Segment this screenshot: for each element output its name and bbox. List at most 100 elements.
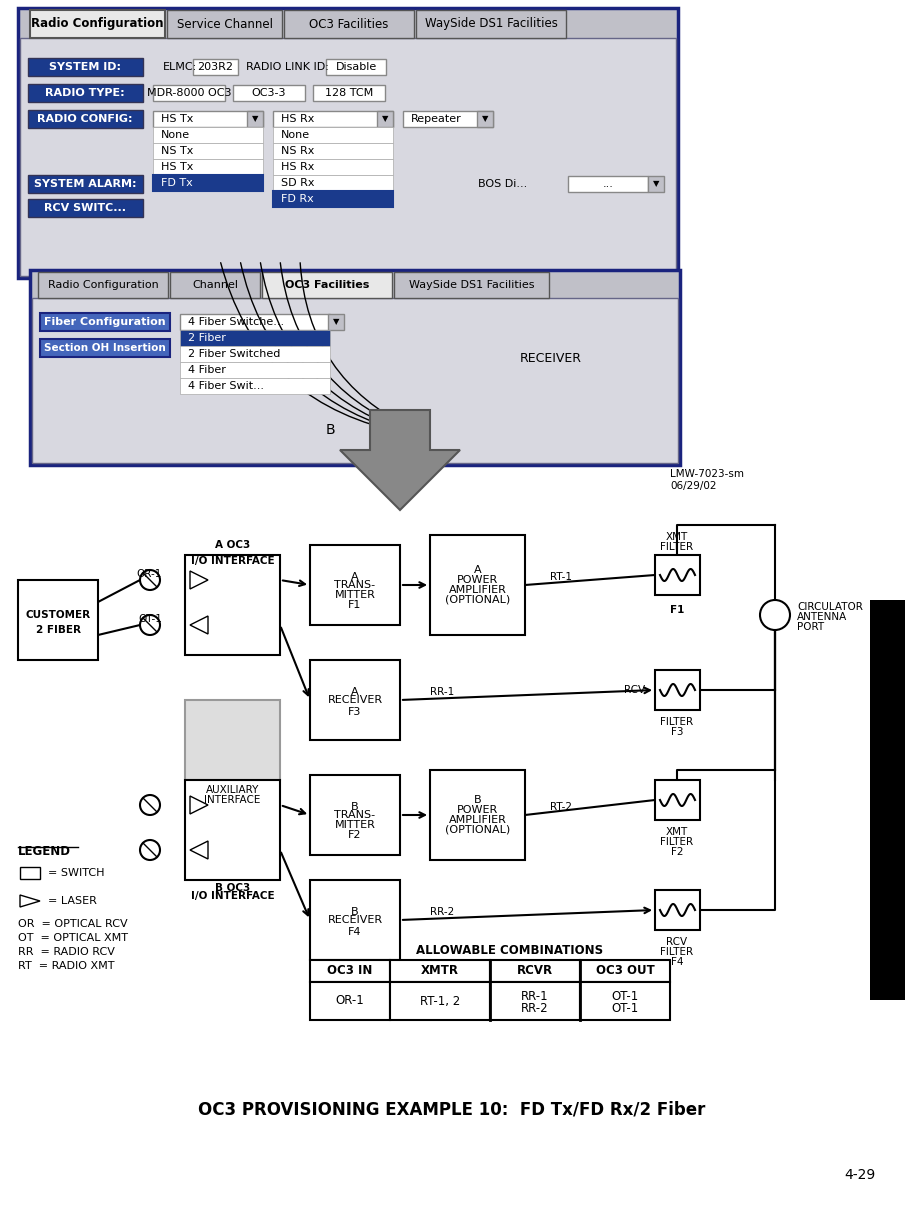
Text: FD Rx: FD Rx xyxy=(281,194,314,203)
FancyBboxPatch shape xyxy=(310,775,400,855)
FancyBboxPatch shape xyxy=(284,10,414,38)
Text: POWER: POWER xyxy=(457,805,498,815)
FancyBboxPatch shape xyxy=(185,555,280,655)
Text: OC3 PROVISIONING EXAMPLE 10:  FD Tx/FD Rx/2 Fiber: OC3 PROVISIONING EXAMPLE 10: FD Tx/FD Rx… xyxy=(198,1101,706,1119)
FancyBboxPatch shape xyxy=(310,960,390,982)
FancyBboxPatch shape xyxy=(477,111,493,127)
Text: ▼: ▼ xyxy=(382,115,388,124)
Text: OC3 Facilities: OC3 Facilities xyxy=(310,17,388,30)
Text: HS Rx: HS Rx xyxy=(281,114,314,124)
Text: RT  = RADIO XMT: RT = RADIO XMT xyxy=(18,962,115,971)
Circle shape xyxy=(140,615,160,635)
Text: None: None xyxy=(281,130,310,140)
Text: RR-2: RR-2 xyxy=(521,1001,548,1015)
Text: XMT: XMT xyxy=(666,532,688,543)
Text: 4 Fiber Swit...: 4 Fiber Swit... xyxy=(188,381,264,391)
Text: A: A xyxy=(351,572,358,582)
FancyBboxPatch shape xyxy=(28,199,143,217)
Text: RADIO TYPE:: RADIO TYPE: xyxy=(45,88,125,98)
FancyBboxPatch shape xyxy=(153,127,263,143)
FancyBboxPatch shape xyxy=(170,272,260,298)
FancyBboxPatch shape xyxy=(180,378,330,394)
Text: OR-1: OR-1 xyxy=(137,569,162,579)
Text: F1: F1 xyxy=(670,606,684,615)
FancyBboxPatch shape xyxy=(153,111,263,127)
Text: Radio Configuration: Radio Configuration xyxy=(32,17,164,30)
FancyBboxPatch shape xyxy=(310,660,400,740)
FancyBboxPatch shape xyxy=(262,272,392,298)
Text: Fiber Configuration: Fiber Configuration xyxy=(44,317,166,327)
FancyBboxPatch shape xyxy=(394,272,549,298)
Text: F1: F1 xyxy=(348,599,362,610)
FancyBboxPatch shape xyxy=(28,84,143,102)
FancyBboxPatch shape xyxy=(403,111,493,127)
Text: ▼: ▼ xyxy=(481,115,489,124)
FancyBboxPatch shape xyxy=(180,346,330,362)
Text: (OPTIONAL): (OPTIONAL) xyxy=(445,595,510,606)
Text: POWER: POWER xyxy=(457,575,498,585)
Text: OC3 Facilities: OC3 Facilities xyxy=(285,280,369,289)
Text: RR-1: RR-1 xyxy=(430,687,454,698)
FancyBboxPatch shape xyxy=(655,890,700,930)
Circle shape xyxy=(140,570,160,590)
Text: WaySide DS1 Facilities: WaySide DS1 Facilities xyxy=(424,17,557,30)
FancyBboxPatch shape xyxy=(870,599,905,1000)
Text: RECEIVER: RECEIVER xyxy=(328,695,383,705)
Text: SYSTEM ID:: SYSTEM ID: xyxy=(49,62,121,71)
FancyBboxPatch shape xyxy=(180,331,330,346)
Text: MITTER: MITTER xyxy=(335,590,376,599)
FancyBboxPatch shape xyxy=(313,85,385,101)
Text: RADIO CONFIG:: RADIO CONFIG: xyxy=(37,114,133,124)
FancyBboxPatch shape xyxy=(273,159,393,176)
Text: XMT: XMT xyxy=(666,827,688,837)
FancyBboxPatch shape xyxy=(40,339,170,357)
Text: FILTER: FILTER xyxy=(661,543,693,552)
Text: OT  = OPTICAL XMT: OT = OPTICAL XMT xyxy=(18,932,128,943)
Text: A: A xyxy=(351,687,358,698)
Text: 2 Fiber Switched: 2 Fiber Switched xyxy=(188,349,281,358)
FancyBboxPatch shape xyxy=(233,85,305,101)
Text: Section OH Insertion: Section OH Insertion xyxy=(44,343,166,352)
FancyBboxPatch shape xyxy=(490,960,580,982)
FancyBboxPatch shape xyxy=(247,111,263,127)
Text: RCV: RCV xyxy=(624,685,645,695)
Text: OR  = OPTICAL RCV: OR = OPTICAL RCV xyxy=(18,919,128,929)
Text: I/O INTERFACE: I/O INTERFACE xyxy=(191,891,274,901)
Text: NS Tx: NS Tx xyxy=(161,147,194,156)
FancyBboxPatch shape xyxy=(30,270,680,465)
Text: I/O INTERFACE: I/O INTERFACE xyxy=(191,556,274,566)
FancyBboxPatch shape xyxy=(28,58,143,76)
FancyBboxPatch shape xyxy=(273,127,393,143)
Text: ANTENNA: ANTENNA xyxy=(797,612,847,622)
Text: HS Tx: HS Tx xyxy=(161,162,194,172)
FancyBboxPatch shape xyxy=(310,982,390,1020)
FancyBboxPatch shape xyxy=(32,298,678,463)
FancyBboxPatch shape xyxy=(430,770,525,860)
FancyBboxPatch shape xyxy=(180,362,330,378)
Text: B OC3: B OC3 xyxy=(214,883,250,893)
FancyBboxPatch shape xyxy=(167,10,282,38)
FancyBboxPatch shape xyxy=(18,8,678,279)
Text: 2 Fiber: 2 Fiber xyxy=(188,333,226,343)
FancyBboxPatch shape xyxy=(153,176,263,191)
Text: ▼: ▼ xyxy=(653,179,659,189)
Text: A: A xyxy=(473,566,481,575)
Text: = SWITCH: = SWITCH xyxy=(48,868,104,878)
FancyBboxPatch shape xyxy=(20,38,676,276)
Text: RCV: RCV xyxy=(666,937,688,947)
Text: Radio Configuration: Radio Configuration xyxy=(48,280,158,289)
Text: FD Tx: FD Tx xyxy=(161,178,193,188)
Text: AMPLIFIER: AMPLIFIER xyxy=(449,815,507,825)
Text: B: B xyxy=(473,794,481,805)
Text: OC3 OUT: OC3 OUT xyxy=(595,964,654,977)
FancyBboxPatch shape xyxy=(153,159,263,176)
Text: ELMC:: ELMC: xyxy=(163,62,197,71)
FancyBboxPatch shape xyxy=(655,555,700,595)
Text: INTERFACE: INTERFACE xyxy=(205,794,261,805)
Text: TRANS-: TRANS- xyxy=(335,810,376,820)
FancyBboxPatch shape xyxy=(310,545,400,625)
Text: LEGEND: LEGEND xyxy=(18,845,71,859)
FancyBboxPatch shape xyxy=(28,110,143,128)
FancyBboxPatch shape xyxy=(273,143,393,159)
Text: F4: F4 xyxy=(348,926,362,937)
